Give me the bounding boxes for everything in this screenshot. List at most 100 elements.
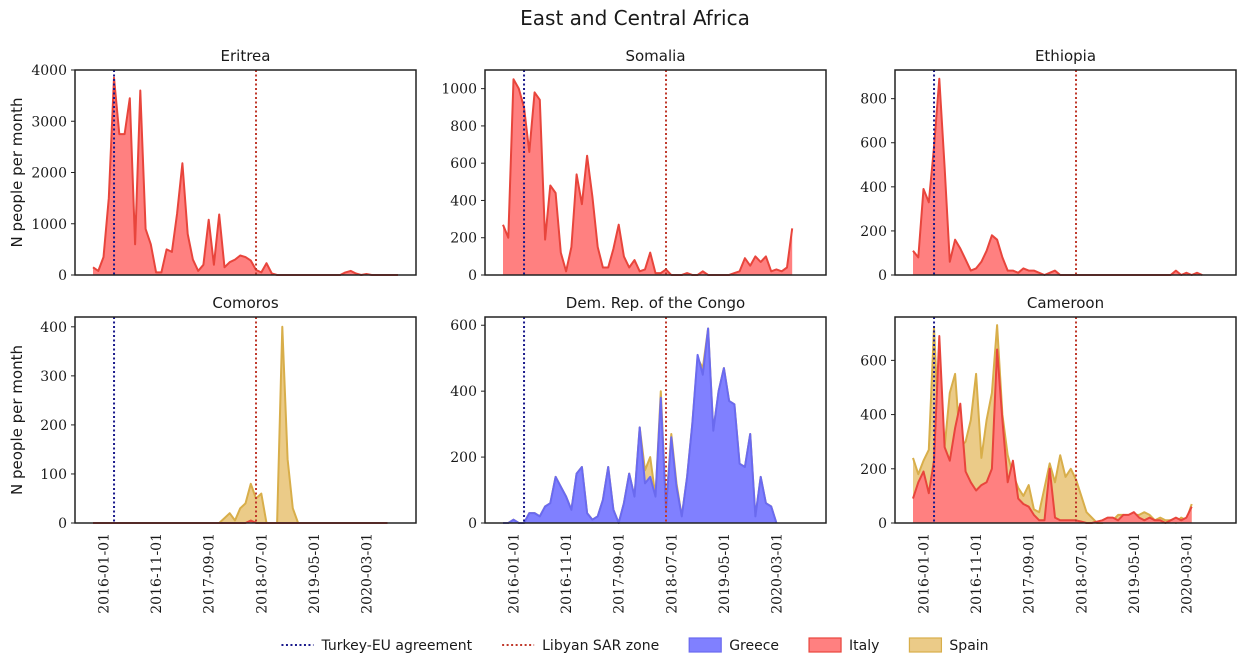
panel-eritrea: Eritrea 0 1000 2000 3000 4000 N people per mon… <box>8 47 417 284</box>
y-tick-label: 800 <box>450 119 477 135</box>
line-greece-dem-rep-of-the-congo <box>503 327 778 524</box>
y-tick-label: 100 <box>40 467 67 483</box>
x-tick-label: 2017-09-01 <box>612 533 628 614</box>
area-italy-ethiopia <box>913 78 1203 275</box>
areas-somalia <box>502 78 794 276</box>
legend-swatch-spain <box>908 637 943 653</box>
y-tick-label: 1000 <box>441 82 477 98</box>
figure-title: East and Central Africa <box>520 6 750 30</box>
x-tick-label: 2016-01-01 <box>507 533 523 614</box>
x-tick-label: 2016-01-01 <box>97 533 113 614</box>
panel-title-cameroon: Cameroon <box>1027 294 1104 312</box>
x-tick-label: 2018-07-01 <box>254 533 270 614</box>
y-tick-label: 0 <box>58 516 67 532</box>
x-tick-label: 2017-09-01 <box>202 533 218 614</box>
area-spain-comoros <box>93 326 388 523</box>
panel-title-comoros: Comoros <box>212 294 278 312</box>
x-tick-label: 2020-03-01 <box>1179 533 1195 614</box>
x-tick-label: 2016-11-01 <box>969 533 985 614</box>
panel-title-dem-rep-of-the-congo: Dem. Rep. of the Congo <box>566 294 745 312</box>
y-tick-label: 0 <box>58 268 67 284</box>
y-tick-label: 800 <box>860 92 887 108</box>
x-tick-label: 2019-05-01 <box>1127 533 1143 614</box>
legend-item-libyan-sar-zone: Libyan SAR zone <box>502 638 659 654</box>
y-tick-label: 400 <box>860 408 887 424</box>
panel-title-eritrea: Eritrea <box>221 47 271 65</box>
x-tick-label: 2017-09-01 <box>1022 533 1038 614</box>
legend-item-spain: Spain <box>908 637 989 654</box>
y-axis-label-eritrea: N people per month <box>8 98 26 248</box>
x-tick-label: 2016-11-01 <box>149 533 165 614</box>
line-italy-cameroon <box>912 335 1193 524</box>
y-tick-label: 600 <box>860 136 887 152</box>
legend-swatch-italy <box>808 637 842 653</box>
x-tick-label: 2020-03-01 <box>359 533 375 614</box>
area-italy-eritrea <box>93 77 398 275</box>
legend-label-greece: Greece <box>729 638 779 654</box>
y-tick-label: 200 <box>40 418 67 434</box>
area-spain-cameroon <box>913 325 1192 523</box>
legend-label-libyan-sar-zone: Libyan SAR zone <box>542 638 659 654</box>
x-tick-label: 2016-11-01 <box>559 533 575 614</box>
area-italy-cameroon <box>913 336 1192 523</box>
line-spain-comoros <box>93 325 388 524</box>
y-tick-label: 4000 <box>31 63 67 79</box>
y-tick-label: 200 <box>450 450 477 466</box>
plot-frame-comoros <box>74 316 417 524</box>
legend-label-turkey-eu-agreement: Turkey-EU agreement <box>320 638 472 654</box>
x-tick-label: 2020-03-01 <box>769 533 785 614</box>
y-tick-label: 400 <box>40 320 67 336</box>
panel-title-somalia: Somalia <box>625 47 685 65</box>
y-axis-label-comoros: N people per month <box>8 345 26 495</box>
legend-item-italy: Italy <box>808 637 879 654</box>
panel-title-ethiopia: Ethiopia <box>1035 47 1096 65</box>
area-greece-dem-rep-of-the-congo <box>503 328 777 523</box>
y-tick-label: 400 <box>450 384 477 400</box>
y-tick-label: 2000 <box>31 166 67 182</box>
plot-frame-cameroon <box>894 316 1237 524</box>
legend-item-greece: Greece <box>688 637 779 654</box>
legend-label-spain: Spain <box>949 638 988 654</box>
areas-dem-rep-of-the-congo <box>503 327 778 524</box>
y-tick-label: 200 <box>860 462 887 478</box>
y-tick-label: 600 <box>450 156 477 172</box>
y-tick-label: 0 <box>468 268 477 284</box>
areas-comoros <box>93 325 388 524</box>
y-tick-label: 200 <box>450 231 477 247</box>
areas-cameroon <box>912 324 1193 524</box>
areas-eritrea <box>92 76 398 276</box>
y-tick-label: 600 <box>860 353 887 369</box>
panel-ethiopia: Ethiopia 0 200 400 600 800 <box>860 47 1237 284</box>
y-tick-label: 200 <box>860 224 887 240</box>
legend: Turkey-EU agreement Libyan SAR zone Greece… <box>281 637 989 654</box>
line-italy-eritrea <box>92 76 398 276</box>
areas-ethiopia <box>912 77 1203 276</box>
legend-item-turkey-eu-agreement: Turkey-EU agreement <box>281 638 473 654</box>
y-tick-label: 1000 <box>31 217 67 233</box>
panel-somalia: Somalia 0 200 400 600 800 1000 <box>441 47 827 284</box>
x-tick-label: 2018-07-01 <box>664 533 680 614</box>
panel-cameroon: Cameroon 0 200 400 600 2016-01-01 2016-11-01 20… <box>860 294 1237 614</box>
x-tick-label: 2019-05-01 <box>307 533 323 614</box>
area-italy-somalia <box>503 79 793 275</box>
y-tick-label: 400 <box>450 193 477 209</box>
plot-frame-dem-rep-of-the-congo <box>484 316 827 524</box>
y-tick-label: 0 <box>878 516 887 532</box>
plot-frame-somalia <box>484 69 827 276</box>
legend-label-italy: Italy <box>849 638 879 654</box>
y-tick-label: 400 <box>860 180 887 196</box>
y-tick-label: 0 <box>468 516 477 532</box>
x-tick-label: 2016-01-01 <box>917 533 933 614</box>
x-tick-label: 2018-07-01 <box>1074 533 1090 614</box>
y-tick-label: 600 <box>450 318 477 334</box>
y-tick-label: 0 <box>878 268 887 284</box>
legend-swatch-greece <box>688 637 722 653</box>
y-tick-label: 3000 <box>31 114 67 130</box>
line-italy-somalia <box>502 78 794 276</box>
panel-comoros: Comoros 0 100 200 300 400 N people per month 20… <box>8 294 417 614</box>
x-tick-label: 2019-05-01 <box>717 533 733 614</box>
y-tick-label: 300 <box>40 369 67 385</box>
panel-dem-rep-of-the-congo: Dem. Rep. of the Congo 0 200 400 600 2016-01-… <box>450 294 827 614</box>
